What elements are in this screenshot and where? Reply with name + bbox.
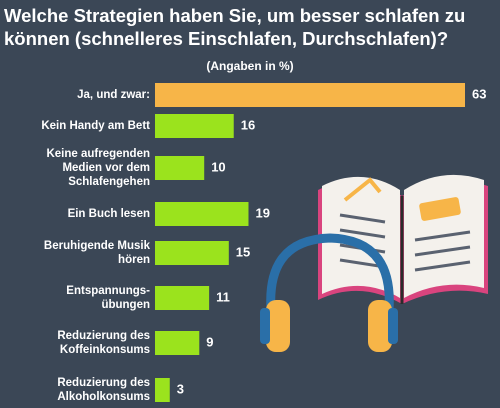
value-label: 19 [255, 205, 269, 220]
bar [155, 202, 249, 226]
bar [155, 378, 170, 402]
value-label: 9 [206, 334, 213, 349]
category-label: Keine aufregenden Medien vor dem Schlafe… [46, 148, 150, 188]
category-label: Reduzierung des Alkoholkonsums [57, 377, 150, 403]
category-label: Reduzierung des Koffeinkonsums [57, 330, 150, 356]
category-label: Kein Handy am Bett [41, 120, 150, 132]
chart-title: Welche Strategien haben Sie, um besser s… [4, 5, 466, 49]
chart-subtitle: (Angaben in %) [206, 59, 294, 73]
category-label: Ein Buch lesen [67, 208, 150, 220]
value-label: 11 [216, 289, 230, 304]
bar [155, 114, 234, 138]
category-label: Beruhigende Musik hören [43, 240, 150, 266]
illustration [260, 174, 488, 352]
value-label: 3 [177, 381, 184, 396]
value-label: 63 [472, 86, 486, 101]
bar [155, 83, 465, 107]
value-label: 10 [211, 159, 225, 174]
bar [155, 286, 210, 310]
value-label: 16 [241, 117, 255, 132]
bar [155, 156, 205, 180]
category-label: Ja, und zwar: [77, 89, 150, 101]
category-label: Entspannungs-übungen [66, 285, 150, 311]
bar [155, 331, 200, 355]
bar [155, 241, 229, 265]
value-label: 15 [236, 244, 250, 259]
